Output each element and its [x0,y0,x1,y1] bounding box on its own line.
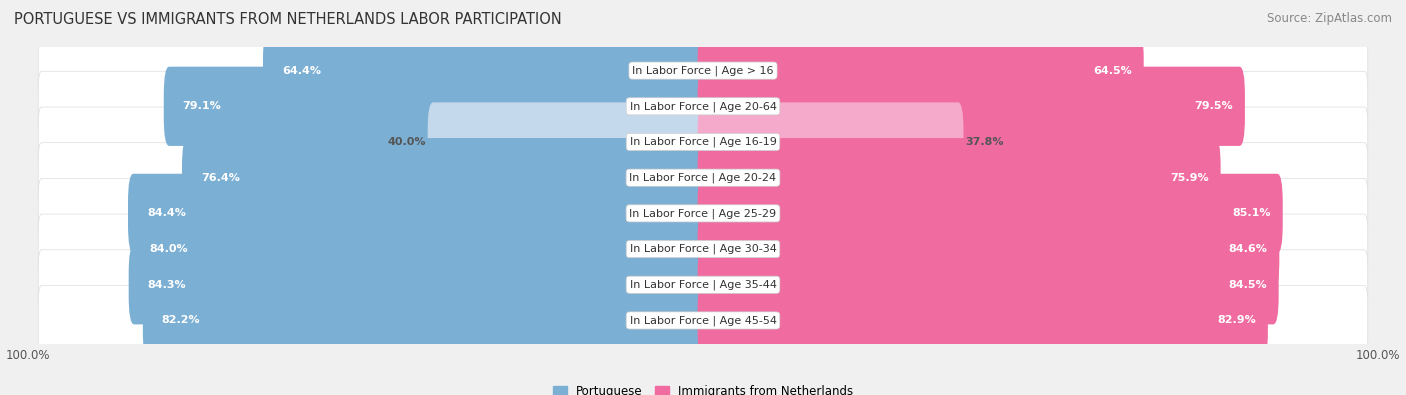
FancyBboxPatch shape [129,245,709,324]
Legend: Portuguese, Immigrants from Netherlands: Portuguese, Immigrants from Netherlands [548,380,858,395]
Text: 37.8%: 37.8% [965,137,1004,147]
FancyBboxPatch shape [263,31,709,110]
Text: Source: ZipAtlas.com: Source: ZipAtlas.com [1267,12,1392,25]
Text: In Labor Force | Age 35-44: In Labor Force | Age 35-44 [630,280,776,290]
FancyBboxPatch shape [128,174,709,253]
Text: In Labor Force | Age 45-54: In Labor Force | Age 45-54 [630,315,776,326]
FancyBboxPatch shape [697,281,1268,360]
FancyBboxPatch shape [163,67,709,146]
FancyBboxPatch shape [38,286,1368,356]
FancyBboxPatch shape [427,102,709,182]
Text: 79.5%: 79.5% [1194,101,1233,111]
FancyBboxPatch shape [38,36,1368,105]
Text: In Labor Force | Age 30-34: In Labor Force | Age 30-34 [630,244,776,254]
FancyBboxPatch shape [697,209,1279,289]
Text: 79.1%: 79.1% [183,101,221,111]
Text: 84.3%: 84.3% [148,280,186,290]
Text: 64.4%: 64.4% [281,66,321,75]
Text: 84.6%: 84.6% [1229,244,1267,254]
FancyBboxPatch shape [181,138,709,217]
FancyBboxPatch shape [38,71,1368,141]
Text: In Labor Force | Age 20-24: In Labor Force | Age 20-24 [630,173,776,183]
Text: 40.0%: 40.0% [388,137,426,147]
Text: 82.9%: 82.9% [1218,316,1256,325]
Text: 84.0%: 84.0% [149,244,188,254]
Text: In Labor Force | Age > 16: In Labor Force | Age > 16 [633,65,773,76]
FancyBboxPatch shape [697,67,1244,146]
FancyBboxPatch shape [131,209,709,289]
Text: 82.2%: 82.2% [162,316,201,325]
FancyBboxPatch shape [697,138,1220,217]
Text: In Labor Force | Age 20-64: In Labor Force | Age 20-64 [630,101,776,111]
Text: PORTUGUESE VS IMMIGRANTS FROM NETHERLANDS LABOR PARTICIPATION: PORTUGUESE VS IMMIGRANTS FROM NETHERLAND… [14,12,562,27]
FancyBboxPatch shape [697,245,1278,324]
Text: 84.5%: 84.5% [1227,280,1267,290]
FancyBboxPatch shape [697,102,963,182]
FancyBboxPatch shape [38,250,1368,320]
FancyBboxPatch shape [697,174,1282,253]
FancyBboxPatch shape [38,179,1368,248]
Text: 85.1%: 85.1% [1232,209,1271,218]
FancyBboxPatch shape [697,31,1143,110]
Text: In Labor Force | Age 16-19: In Labor Force | Age 16-19 [630,137,776,147]
FancyBboxPatch shape [38,143,1368,213]
Text: 75.9%: 75.9% [1170,173,1209,182]
FancyBboxPatch shape [38,214,1368,284]
Text: 84.4%: 84.4% [146,209,186,218]
Text: 76.4%: 76.4% [201,173,240,182]
FancyBboxPatch shape [143,281,709,360]
Text: In Labor Force | Age 25-29: In Labor Force | Age 25-29 [630,208,776,218]
Text: 64.5%: 64.5% [1092,66,1132,75]
FancyBboxPatch shape [38,107,1368,177]
